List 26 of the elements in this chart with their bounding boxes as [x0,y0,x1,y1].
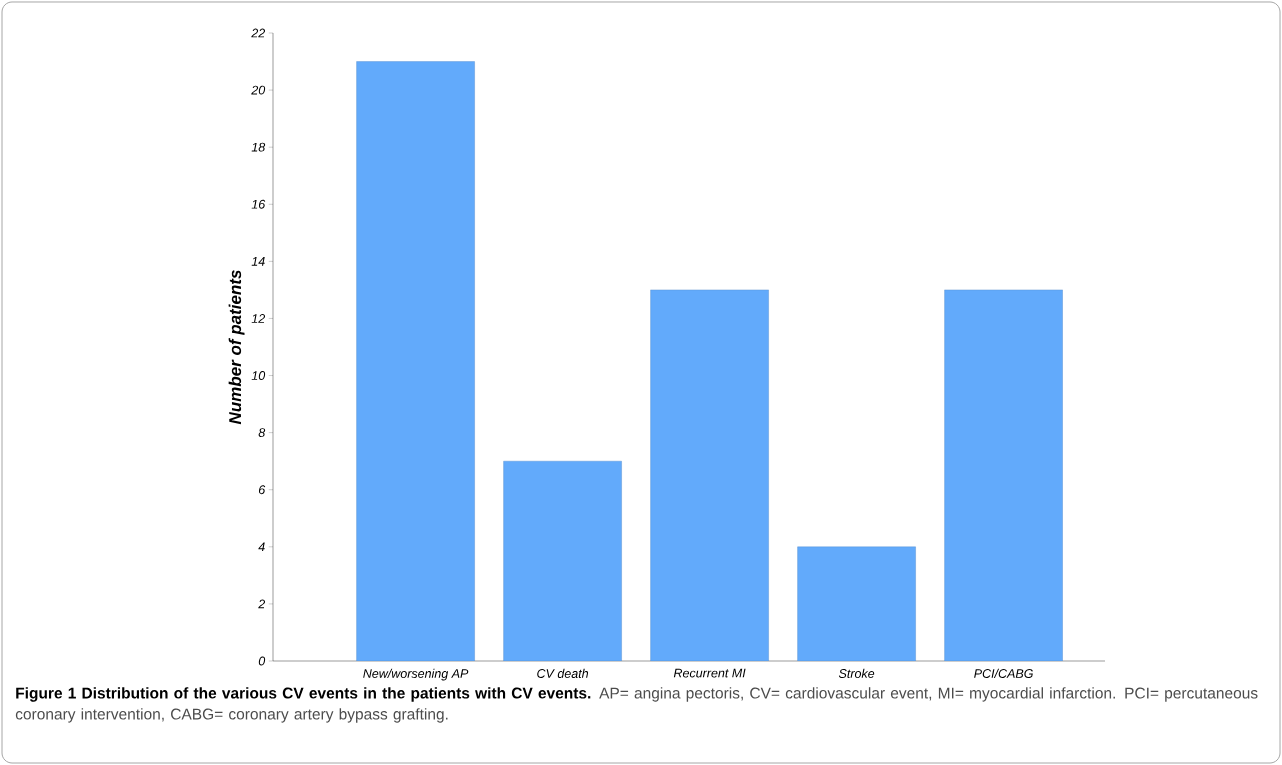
x-tick-label: PCI/CABG [974,668,1033,678]
bar [797,546,916,661]
x-tick-label: Recurrent MI [673,668,746,678]
y-tick-label: 6 [258,485,266,495]
x-tick-label: Stroke [838,668,875,678]
text: AP= angina pectoris, CV= cardiovascular event, MI= myocardial infarction. PCI= percutaneous [599,687,1258,702]
y-tick-label: 2 [258,599,266,609]
y-tick-label: 10 [251,371,266,380]
y-tick-label: 20 [251,85,266,95]
bar [650,289,769,661]
text: coronary intervention, CABG= coronary artery bypass grafting. [15,708,448,723]
x-tick-label: CV death [537,668,589,678]
bar [944,289,1063,661]
y-tick-label: 12 [251,314,266,323]
y-tick-label: 16 [251,199,266,209]
text: Figure 1 Distribution of the various CV events in the patients with CV events. [16,687,591,702]
x-tick-label: New/worsening AP [363,668,469,681]
y-tick-label: 8 [258,428,266,438]
y-tick-label: 14 [251,257,265,266]
bar [356,61,475,661]
y-tick-label: 22 [251,28,266,38]
y-tick-label: 0 [258,656,266,666]
y-axis-title: Number of patients [228,270,245,425]
y-tick-label: 18 [251,142,266,152]
y-tick-label: 4 [258,542,265,552]
bar [503,460,622,661]
